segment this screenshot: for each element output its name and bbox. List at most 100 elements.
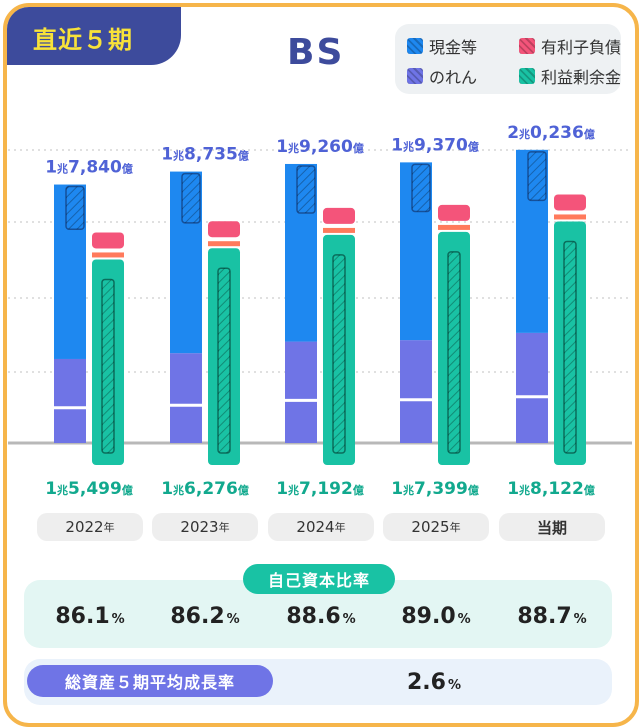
bar-goodwill (516, 332, 548, 443)
liab-total-cho-unit: 兆 (57, 483, 68, 497)
legend: 現金等 有利子負債 のれん 利益剰余金 (395, 24, 621, 94)
liabilities-total-label: 1兆8,122億 (507, 479, 595, 499)
equity-ratio-unit: % (457, 612, 471, 627)
equity-ratio-value: 89.0% (381, 604, 491, 629)
bar-retained-hatch (448, 251, 460, 453)
bar-debt (208, 221, 240, 238)
liab-total-oku: 8,122 (530, 479, 584, 499)
x-label-year: 2024 (296, 518, 335, 536)
bar-debt-accent (554, 214, 586, 220)
bar-cash-hatch (528, 151, 546, 201)
asset-total-cho: 2 (507, 123, 519, 143)
liab-total-oku-unit: 億 (353, 483, 364, 497)
x-label-suffix: 年 (218, 521, 230, 534)
bar-cash-hatch (412, 164, 430, 212)
asset-total-label: 1兆7,840億 (45, 158, 133, 178)
period-tag-label: 直近５期 (33, 26, 133, 54)
bar-goodwill (170, 353, 202, 443)
bar-cash-hatch (182, 173, 200, 223)
legend-swatch-goodwill (407, 68, 423, 84)
bar-retained-hatch (218, 268, 230, 453)
bar-debt-accent (92, 252, 124, 258)
asset-total-oku-unit: 億 (584, 127, 595, 141)
legend-label-cash: 現金等 (429, 38, 478, 57)
equity-ratio-number: 89.0 (401, 604, 456, 629)
liab-total-cho: 1 (391, 479, 403, 499)
liabilities-total-label: 1兆6,276億 (161, 479, 249, 499)
x-label-year: 2022 (65, 518, 104, 536)
legend-item-debt: 有利子負債 (519, 34, 621, 58)
bs-chart: 1兆7,840億1兆5,499億1兆8,735億1兆6,276億1兆9,260億… (8, 123, 632, 499)
liab-total-oku-unit: 億 (584, 483, 595, 497)
asset-total-cho-unit: 兆 (173, 149, 184, 163)
asset-growth-number: 2.6 (406, 670, 446, 695)
bar-goodwill (400, 340, 432, 443)
asset-total-cho-unit: 兆 (288, 141, 299, 155)
bar-retained-hatch (102, 279, 114, 453)
asset-total-cho: 1 (161, 145, 173, 165)
asset-total-oku: 8,735 (184, 145, 238, 165)
legend-item-goodwill: のれん (407, 64, 477, 88)
asset-total-cho-unit: 兆 (519, 127, 530, 141)
asset-total-label: 1兆9,260億 (276, 137, 364, 157)
asset-total-oku: 9,260 (299, 137, 353, 157)
liabilities-total-label: 1兆7,399億 (391, 479, 479, 499)
legend-label-debt: 有利子負債 (541, 38, 622, 57)
asset-total-oku: 7,840 (68, 158, 122, 178)
x-label-suffix: 年 (334, 521, 346, 534)
x-label-4: 当期 (499, 513, 605, 541)
period-tag: 直近５期 (7, 7, 181, 65)
legend-swatch-retained (519, 68, 535, 84)
asset-total-oku-unit: 億 (122, 162, 133, 176)
asset-total-oku: 9,370 (414, 135, 468, 155)
bar-debt-accent (438, 224, 470, 230)
liabilities-total-label: 1兆5,499億 (45, 479, 133, 499)
liab-total-cho-unit: 兆 (173, 483, 184, 497)
liab-total-cho: 1 (161, 479, 173, 499)
equity-ratio-unit: % (111, 612, 125, 627)
equity-ratio-number: 88.6 (286, 604, 341, 629)
asset-total-oku-unit: 億 (353, 141, 364, 155)
bar-debt-accent (323, 227, 355, 233)
liab-total-oku-unit: 億 (468, 483, 479, 497)
legend-item-retained: 利益剰余金 (519, 64, 621, 88)
liab-total-oku: 7,399 (414, 479, 468, 499)
bar-debt (438, 204, 470, 221)
asset-total-cho: 1 (45, 158, 57, 178)
asset-total-cho: 1 (391, 135, 403, 155)
bar-retained-hatch (333, 254, 345, 453)
legend-label-goodwill: のれん (429, 68, 478, 87)
equity-ratio-value: 88.6% (266, 604, 376, 629)
liab-total-oku-unit: 億 (238, 483, 249, 497)
liabilities-total-label: 1兆7,192億 (276, 479, 364, 499)
liab-total-cho-unit: 兆 (403, 483, 414, 497)
asset-total-cho-unit: 兆 (57, 162, 68, 176)
asset-total-label: 1兆8,735億 (161, 145, 249, 165)
equity-ratio-number: 88.7 (517, 604, 572, 629)
asset-total-label: 1兆9,370億 (391, 135, 479, 155)
asset-growth-value: 2.6% (394, 670, 474, 695)
liab-total-cho-unit: 兆 (519, 483, 530, 497)
bar-debt (323, 207, 355, 224)
x-label-0: 2022 年 (37, 513, 143, 541)
equity-ratio-unit: % (226, 612, 240, 627)
x-label-suffix: 年 (103, 521, 115, 534)
liab-total-cho: 1 (276, 479, 288, 499)
equity-ratio-number: 86.2 (170, 604, 225, 629)
legend-label-retained: 利益剰余金 (541, 68, 622, 87)
legend-item-cash: 現金等 (407, 34, 477, 58)
bar-cash-hatch (297, 165, 315, 214)
asset-total-cho-unit: 兆 (403, 139, 414, 153)
bar-goodwill (54, 358, 86, 443)
bar-goodwill (285, 341, 317, 443)
liab-total-oku: 5,499 (68, 479, 122, 499)
x-label-3: 2025 年 (383, 513, 489, 541)
bar-cash-hatch (66, 186, 84, 230)
asset-total-cho: 1 (276, 137, 288, 157)
liab-total-cho: 1 (45, 479, 57, 499)
equity-ratio-value: 86.2% (150, 604, 260, 629)
bar-debt (92, 232, 124, 249)
x-label-2: 2024 年 (268, 513, 374, 541)
legend-swatch-debt (519, 38, 535, 54)
legend-swatch-cash (407, 38, 423, 54)
